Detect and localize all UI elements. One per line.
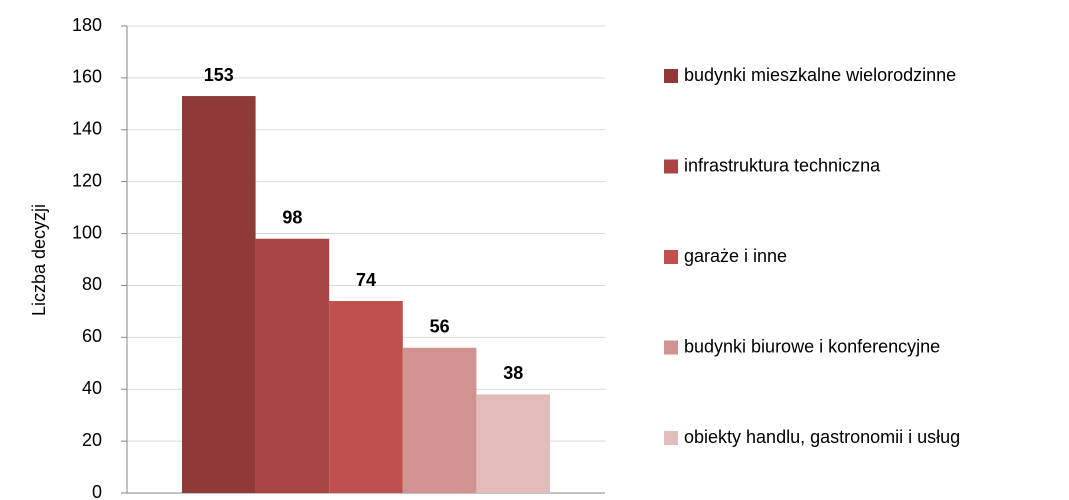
y-tick-label: 40 — [82, 378, 102, 398]
legend-label: budynki mieszkalne wielorodzinne — [684, 65, 956, 85]
legend-label: infrastruktura techniczna — [684, 155, 881, 175]
y-tick-label: 120 — [72, 170, 102, 190]
data-label: 56 — [430, 316, 450, 336]
legend-swatch — [664, 250, 678, 264]
y-axis-label: Liczba decyzji — [29, 204, 49, 316]
y-tick-label: 60 — [82, 326, 102, 346]
data-label: 38 — [503, 363, 523, 383]
y-tick-label: 180 — [72, 15, 102, 35]
bar — [476, 394, 551, 493]
y-tick-label: 0 — [92, 482, 102, 500]
bar — [402, 347, 477, 493]
y-tick-label: 100 — [72, 222, 102, 242]
y-tick-label: 20 — [82, 430, 102, 450]
bar — [255, 238, 330, 493]
data-label: 98 — [282, 207, 302, 227]
y-tick-label: 80 — [82, 274, 102, 294]
legend-swatch — [664, 340, 678, 355]
legend-swatch — [664, 159, 678, 174]
legend-label: obiekty handlu, gastronomii i usług — [684, 427, 960, 447]
legend-swatch — [664, 431, 678, 445]
y-tick-label: 140 — [72, 119, 102, 139]
legend-swatch — [664, 69, 678, 83]
data-label: 74 — [356, 270, 376, 290]
y-tick-label: 160 — [72, 67, 102, 87]
legend-label: garaże i inne — [684, 246, 787, 266]
legend-label: budynki biurowe i konferencyjne — [684, 336, 940, 356]
bar — [329, 301, 403, 493]
bar — [181, 96, 256, 494]
data-label: 153 — [204, 65, 234, 85]
